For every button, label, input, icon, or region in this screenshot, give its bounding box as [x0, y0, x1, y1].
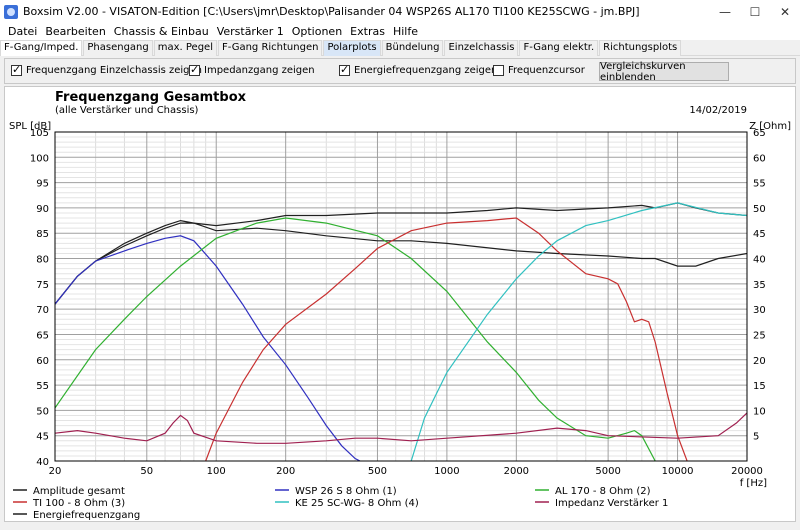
plot-frame [54, 131, 748, 462]
y-tick-label-right: 10 [753, 406, 766, 417]
legend-label: TI 100 - 8 Ohm (3) [32, 498, 125, 509]
y-tick-label-left: 50 [36, 406, 49, 417]
y-tick-label-left: 60 [36, 356, 49, 367]
y-tick-label-left: 45 [36, 432, 49, 443]
series-line [55, 235, 361, 461]
title-bar: Boxsim V2.00 - VISATON-Edition [C:\Users… [0, 0, 800, 23]
legend-label: Impedanz Verstärker 1 [555, 498, 668, 509]
menu-hilfe[interactable]: Hilfe [392, 25, 418, 38]
series-line [55, 219, 747, 305]
checkbox-checked-icon[interactable] [11, 63, 22, 76]
legend-label: WSP 26 S 8 Ohm (1) [295, 486, 397, 497]
menu-optionen[interactable]: Optionen [291, 25, 343, 38]
y-axis-left-label: SPL [dB] [9, 121, 51, 132]
chk-einzelchassis-label: Frequenzgang Einzelchassis zeigen [26, 65, 203, 76]
maximize-button[interactable]: ☐ [749, 4, 761, 19]
x-tick-label: 100 [207, 466, 226, 477]
legend-label: AL 170 - 8 Ohm (2) [555, 486, 651, 497]
y-axis-right-label: Z [Ohm] [749, 121, 791, 132]
window-title: Boxsim V2.00 - VISATON-Edition [C:\Users… [23, 5, 640, 18]
y-tick-label-right: 65 [753, 128, 766, 139]
app-icon [4, 4, 18, 19]
y-tick-label-left: 70 [36, 305, 49, 316]
menu-bar: Datei Bearbeiten Chassis & Einbau Verstä… [0, 23, 800, 40]
y-tick-label-right: 35 [753, 280, 766, 291]
y-tick-label-right: 50 [753, 204, 766, 215]
close-button[interactable]: ✕ [779, 4, 791, 19]
tab-phasengang[interactable]: Phasengang [83, 40, 153, 56]
y-tick-label-right: 5 [753, 432, 759, 443]
tab-fgang-imped[interactable]: F-Gang/Imped. [0, 40, 83, 56]
chk-frequenzcursor[interactable]: Frequenzcursor [493, 65, 585, 76]
chk-impedanzgang-label: Impedanzgang zeigen [204, 65, 315, 76]
checkbox-checked-icon[interactable] [189, 63, 200, 76]
tab-bar: F-Gang/Imped. Phasengang max. Pegel F-Ga… [0, 40, 800, 56]
x-tick-label: 500 [368, 466, 387, 477]
checkbox-unchecked-icon[interactable] [493, 65, 504, 76]
legend-label: Energiefrequenzgang [33, 510, 140, 521]
y-tick-label-left: 90 [36, 204, 49, 215]
y-tick-label-right: 15 [753, 381, 766, 392]
series-line [410, 202, 747, 461]
chk-frequenzcursor-label: Frequenzcursor [508, 65, 585, 76]
y-tick-label-right: 55 [753, 179, 766, 190]
x-tick-label: 2000 [504, 466, 529, 477]
legend-label: KE 25 SC-WG- 8 Ohm (4) [295, 498, 419, 509]
y-tick-label-right: 60 [753, 153, 766, 164]
x-tick-label: 200 [276, 466, 295, 477]
x-tick-label: 5000 [595, 466, 620, 477]
chart-date: 14/02/2019 [689, 105, 747, 116]
chk-einzelchassis[interactable]: Frequenzgang Einzelchassis zeigen [11, 63, 203, 76]
y-tick-label-left: 95 [36, 179, 49, 190]
x-tick-label: 1000 [434, 466, 459, 477]
menu-bearbeiten[interactable]: Bearbeiten [45, 25, 106, 38]
y-tick-label-left: 100 [30, 153, 49, 164]
y-tick-label-left: 80 [36, 255, 49, 266]
y-tick-label-left: 65 [36, 330, 49, 341]
tab-fgang-richtungen[interactable]: F-Gang Richtungen [217, 40, 323, 56]
y-tick-label-right: 20 [753, 356, 766, 367]
x-tick-label: 20000 [731, 466, 763, 477]
x-axis-label: f [Hz] [740, 478, 767, 489]
y-tick-label-left: 40 [36, 457, 49, 468]
x-tick-label: 50 [140, 466, 153, 477]
options-toolbar: Frequenzgang Einzelchassis zeigen Impeda… [4, 58, 796, 84]
y-tick-label-left: 75 [36, 280, 49, 291]
menu-datei[interactable]: Datei [8, 25, 38, 38]
chart-subtitle: (alle Verstärker und Chassis) [55, 105, 199, 116]
series-line [205, 217, 688, 461]
plot-panel: Frequenzgang Gesamtbox (alle Verstärker … [4, 86, 796, 522]
chk-energiefrequenzgang[interactable]: Energiefrequenzgang zeigen [339, 63, 498, 76]
y-tick-label-left: 105 [30, 128, 49, 139]
menu-chassis-einbau[interactable]: Chassis & Einbau [113, 25, 209, 38]
window-controls: — ☐ ✕ [710, 0, 800, 23]
y-tick-label-right: 40 [753, 255, 766, 266]
y-tick-label-left: 85 [36, 229, 49, 240]
tab-polarplots[interactable]: Polarplots [323, 40, 381, 56]
y-tick-label-right: 30 [753, 305, 766, 316]
menu-verstaerker[interactable]: Verstärker 1 [216, 25, 284, 38]
tab-fgang-elektr[interactable]: F-Gang elektr. [519, 40, 599, 56]
y-tick-label-right: 25 [753, 330, 766, 341]
legend-label: Amplitude gesamt [33, 486, 125, 497]
series-line [55, 412, 747, 444]
y-tick-label-left: 55 [36, 381, 49, 392]
chk-impedanzgang[interactable]: Impedanzgang zeigen [189, 63, 315, 76]
tab-buendelung[interactable]: Bündelung [381, 40, 444, 56]
tab-richtungsplots[interactable]: Richtungsplots [599, 40, 682, 56]
menu-extras[interactable]: Extras [350, 25, 385, 38]
checkbox-checked-icon[interactable] [339, 63, 350, 76]
tab-einzelchassis[interactable]: Einzelchassis [444, 40, 519, 56]
y-tick-label-right: 45 [753, 229, 766, 240]
chk-energiefrequenzgang-label: Energiefrequenzgang zeigen [354, 65, 498, 76]
tab-max-pegel[interactable]: max. Pegel [153, 40, 217, 56]
minimize-button[interactable]: — [719, 4, 731, 19]
x-tick-label: 10000 [662, 466, 694, 477]
x-tick-label: 20 [49, 466, 62, 477]
frequency-response-chart: Frequenzgang Gesamtbox (alle Verstärker … [9, 90, 791, 521]
chart-title: Frequenzgang Gesamtbox [55, 90, 247, 105]
vergleichskurven-button[interactable]: Vergleichskurven einblenden [599, 61, 729, 83]
